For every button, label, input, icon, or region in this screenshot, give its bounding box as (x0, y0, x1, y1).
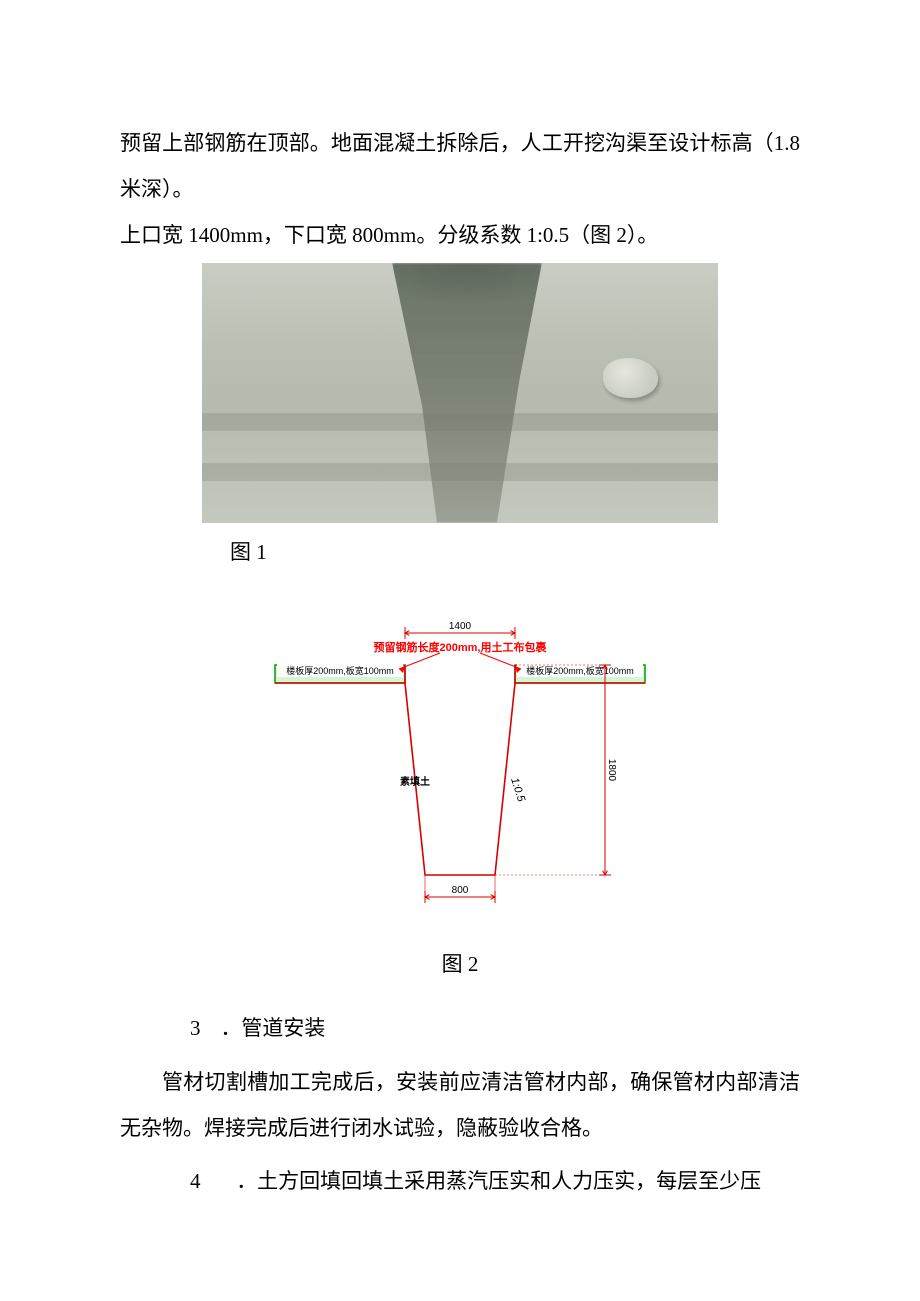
svg-text:1:0.5: 1:0.5 (508, 776, 527, 804)
trench-cross-section-svg: 1400 预留钢筋长度200mm,用土工布包裹楼板厚200mm,板宽100mm 楼板… (250, 585, 670, 915)
section-3-heading: 3 ．管道安装 (120, 1005, 800, 1051)
paragraph-2: 上口宽 1400mm，下口宽 800mm。分级系数 1:0.5（图 2）。 (120, 212, 800, 258)
figure-1-caption-row: 图 1 (120, 529, 800, 575)
svg-text:800: 800 (452, 885, 469, 896)
section-4-number: 4 (190, 1158, 215, 1204)
section-4-body: ．土方回填回填土采用蒸汽压实和人力压实，每层至少压 (236, 1169, 761, 1193)
document-page: 预留上部钢筋在顶部。地面混凝土拆除后，人工开挖沟渠至设计标高（1.8 米深）。 … (0, 0, 920, 1252)
section-3-title: ．管道安装 (220, 1016, 325, 1040)
svg-text:素填土: 素填土 (400, 775, 430, 788)
section-3-body: 管材切割槽加工完成后，安装前应清洁管材内部，确保管材内部清洁无杂物。焊接完成后进… (120, 1059, 800, 1151)
figure-1-photo (202, 263, 718, 523)
paragraph-1: 预留上部钢筋在顶部。地面混凝土拆除后，人工开挖沟渠至设计标高（1.8 米深）。 (120, 120, 800, 212)
figure-1-caption: 图 1 (120, 540, 267, 564)
section-3-number: 3 (190, 1005, 215, 1051)
figure-2-caption: 图 2 (120, 941, 800, 987)
photo-trench-shape (392, 263, 542, 523)
svg-text:楼板厚200mm,板宽100mm: 楼板厚200mm,板宽100mm (526, 665, 634, 676)
site-photo (202, 263, 718, 523)
svg-text:1400: 1400 (449, 621, 472, 632)
section-4-line: 4 ．土方回填回填土采用蒸汽压实和人力压实，每层至少压 (120, 1158, 800, 1204)
photo-rock (603, 358, 658, 398)
svg-text:楼板厚200mm,板宽100mm: 楼板厚200mm,板宽100mm (286, 665, 394, 676)
svg-text:预留钢筋长度200mm,用土工布包裹: 预留钢筋长度200mm,用土工布包裹 (374, 640, 548, 654)
svg-text:1800: 1800 (606, 759, 617, 782)
figure-2-diagram: 1400 预留钢筋长度200mm,用土工布包裹楼板厚200mm,板宽100mm 楼板… (250, 585, 670, 915)
